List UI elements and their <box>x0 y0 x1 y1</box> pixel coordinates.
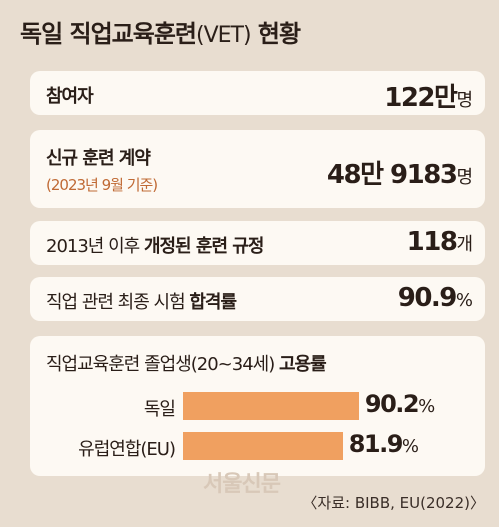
bar-value-label: 81.9% <box>349 430 419 458</box>
bar-value-unit: % <box>401 436 420 457</box>
employment-heading-pre: 직업교육훈련 졸업생(20~34세) <box>46 354 279 375</box>
stat-label-bold: 개정된 훈련 규정 <box>143 236 264 257</box>
stat-value-number: 118 <box>406 227 458 257</box>
stat-value-unit: % <box>455 290 473 311</box>
stat-value-unit: 명 <box>456 90 473 111</box>
stat-value-number: 48만 9183 <box>326 160 458 190</box>
stat-label-bold: 합격률 <box>189 292 237 313</box>
bar-value-label: 90.2% <box>365 390 435 418</box>
stat-label-pre: 2013년 이후 <box>46 236 144 257</box>
stat-label: 신규 훈련 계약 <box>46 144 151 170</box>
title-main: 독일 직업교육훈련 <box>20 20 197 48</box>
stat-card-pass-rate: 직업 관련 최종 시험 합격률 90.9% <box>30 277 485 321</box>
stat-card-new-contracts: 신규 훈련 계약 (2023년 9월 기준) 48만 9183명 <box>30 130 485 208</box>
stat-value-unit: 개 <box>456 234 473 255</box>
stat-value: 48만 9183명 <box>327 154 473 191</box>
stat-value: 122만명 <box>384 77 473 114</box>
employment-heading-bold: 고용률 <box>278 354 327 375</box>
stat-card-revised-regulations: 2013년 이후 개정된 훈련 규정 118개 <box>30 221 485 265</box>
stat-label-text: 참여자 <box>46 86 94 107</box>
bar <box>183 392 359 420</box>
bar-value-unit: % <box>418 396 436 417</box>
employment-chart-card: 직업교육훈련 졸업생(20~34세) 고용률 독일 90.2% 유럽연합(EU) 81… <box>30 336 485 476</box>
stat-label: 직업 관련 최종 시험 합격률 <box>46 288 237 314</box>
stat-card-participants: 참여자 122만명 <box>30 71 485 115</box>
bar-category-label: 유럽연합(EU) <box>78 439 176 460</box>
stat-value-unit: 명 <box>456 167 473 188</box>
bar-value-number: 90.2 <box>364 390 420 418</box>
bar-value-number: 81.9 <box>348 430 404 458</box>
stat-value-number: 122만 <box>384 83 458 113</box>
bar <box>183 432 343 460</box>
employment-heading: 직업교육훈련 졸업생(20~34세) 고용률 <box>46 350 327 376</box>
stat-sublabel: (2023년 9월 기준) <box>46 176 158 194</box>
title-tail: 현황 <box>250 20 301 48</box>
stat-value-number: 90.9 <box>397 283 458 313</box>
source-note: 〈자료: BIBB, EU(2022)〉 <box>302 494 485 512</box>
title-paren: (VET) <box>196 23 252 48</box>
bar-category-label: 독일 <box>143 399 176 420</box>
watermark-logo: 서울신문 <box>203 472 281 497</box>
stat-label-text: 신규 훈련 계약 <box>46 148 151 169</box>
page-title: 독일 직업교육훈련(VET) 현황 <box>20 14 301 49</box>
stat-label: 참여자 <box>46 82 94 108</box>
stat-value: 118개 <box>407 227 473 257</box>
stat-label: 2013년 이후 개정된 훈련 규정 <box>46 232 264 258</box>
stat-label-pre: 직업 관련 최종 시험 <box>46 292 190 313</box>
stat-value: 90.9% <box>398 283 473 313</box>
